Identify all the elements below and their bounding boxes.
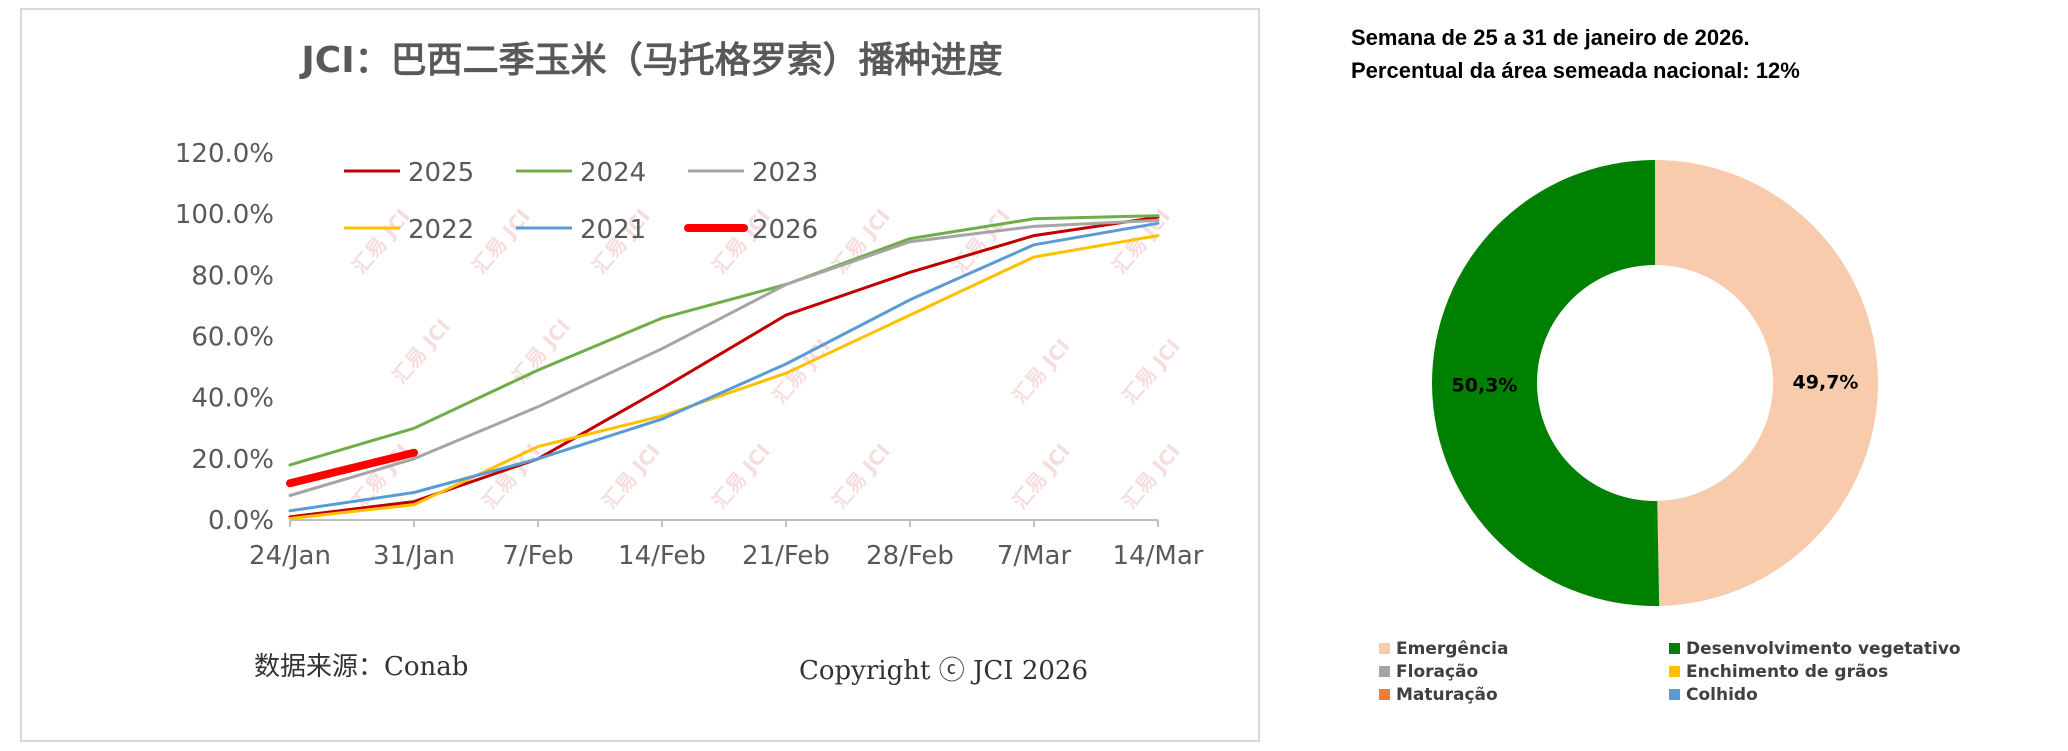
watermark: 汇易 JCI	[347, 204, 415, 278]
donut-legend-swatch	[1379, 666, 1390, 677]
donut-title-line2: Percentual da área semeada nacional: 12%	[1351, 58, 1800, 83]
series-line-2021	[288, 221, 1160, 513]
line-chart: 汇易 JCI 汇易 JCI 汇易 JCI 汇易 JCI 汇易 JCI 汇易 JCI 汇易 J…	[175, 40, 1204, 686]
y-tick-label: 40.0%	[191, 384, 274, 414]
donut-legend-label: Floração	[1396, 662, 1478, 682]
source-label: 数据来源：Conab	[254, 652, 468, 682]
x-tick-label: 14/Mar	[1113, 541, 1204, 571]
y-tick-label: 20.0%	[191, 445, 274, 475]
donut-legend-swatch	[1379, 689, 1390, 700]
x-tick-label: 28/Feb	[866, 541, 954, 571]
donut-slice-label: 49,7%	[1793, 371, 1859, 393]
y-tick-label: 60.0%	[191, 323, 274, 353]
legend-label-2023: 2023	[752, 158, 818, 188]
donut-slice-labels: 49,7% 50,3%	[1452, 371, 1859, 396]
donut-legend-label: Emergência	[1396, 639, 1508, 659]
x-tick-label: 14/Feb	[618, 541, 706, 571]
donut-legend-swatch	[1669, 689, 1680, 700]
x-tick-label: 21/Feb	[742, 541, 830, 571]
donut-legend-label: Maturação	[1396, 685, 1498, 705]
copyright-label: Copyright ⓒ JCI 2026	[799, 656, 1088, 686]
donut-legend-label: Desenvolvimento vegetativo	[1686, 639, 1961, 659]
watermark: 汇易 JCI	[597, 439, 665, 513]
series-line-2026	[286, 448, 418, 488]
axes	[289, 519, 1159, 527]
x-tick-label: 7/Mar	[997, 541, 1072, 571]
y-axis-tick-labels: 0.0% 20.0% 40.0% 60.0% 80.0% 100.0% 120.0%	[175, 139, 274, 536]
watermark: 汇易 JCI	[467, 204, 535, 278]
donut-legend: Emergência Desenvolvimento vegetativo Flor…	[1379, 639, 1961, 705]
donut-slices	[1432, 160, 1879, 606]
watermarks: 汇易 JCI 汇易 JCI 汇易 JCI 汇易 JCI 汇易 JCI 汇易 JCI 汇易 J…	[347, 204, 1185, 513]
watermark: 汇易 JCI	[387, 314, 455, 388]
legend-label-2025: 2025	[408, 158, 474, 188]
donut-legend-swatch	[1669, 643, 1680, 654]
line-chart-panel: 汇易 JCI 汇易 JCI 汇易 JCI 汇易 JCI 汇易 JCI 汇易 JCI 汇易 J…	[20, 8, 1260, 742]
donut-chart-panel: Semana de 25 a 31 de janeiro de 2026. Pe…	[1300, 0, 2068, 747]
series-lines	[286, 214, 1160, 520]
watermark: 汇易 JCI	[507, 314, 575, 388]
x-axis-tick-labels: 24/Jan 31/Jan 7/Feb 14/Feb 21/Feb 28/Feb 7/Mar…	[249, 541, 1204, 571]
y-tick-label: 100.0%	[175, 200, 274, 230]
legend-label-2022: 2022	[408, 215, 474, 245]
series-line-2024	[288, 214, 1160, 467]
chart-title: JCI：巴西二季玉米（马托格罗索）播种进度	[298, 40, 1002, 81]
series-line-2022	[288, 234, 1160, 520]
donut-slice-2	[1432, 160, 1660, 606]
watermark: 汇易 JCI	[707, 439, 775, 513]
donut-slice-1	[1655, 160, 1879, 606]
legend: 2025 2024 2023 2022 2021 2026	[344, 158, 818, 245]
series-line-2023	[288, 218, 1160, 497]
y-tick-label: 80.0%	[191, 261, 274, 291]
watermark: 汇易 JCI	[1007, 334, 1075, 408]
donut-title-line1: Semana de 25 a 31 de janeiro de 2026.	[1351, 25, 1750, 50]
donut-legend-swatch	[1379, 643, 1390, 654]
watermark: 汇易 JCI	[1007, 439, 1075, 513]
donut-legend-label: Enchimento de grãos	[1686, 662, 1888, 682]
watermark: 汇易 JCI	[1117, 439, 1185, 513]
legend-label-2024: 2024	[580, 158, 646, 188]
x-tick-label: 24/Jan	[249, 541, 331, 571]
x-tick-label: 31/Jan	[373, 541, 455, 571]
donut-legend-swatch	[1669, 666, 1680, 677]
legend-label-2026: 2026	[752, 215, 818, 245]
y-tick-label: 120.0%	[175, 139, 274, 169]
donut-chart: Semana de 25 a 31 de janeiro de 2026. Pe…	[1351, 25, 1961, 705]
y-tick-label: 0.0%	[208, 506, 274, 536]
donut-legend-label: Colhido	[1686, 685, 1758, 705]
legend-label-2021: 2021	[580, 215, 646, 245]
x-tick-label: 7/Feb	[502, 541, 573, 571]
donut-slice-label: 50,3%	[1452, 375, 1518, 397]
watermark: 汇易 JCI	[827, 439, 895, 513]
watermark: 汇易 JCI	[1117, 334, 1185, 408]
